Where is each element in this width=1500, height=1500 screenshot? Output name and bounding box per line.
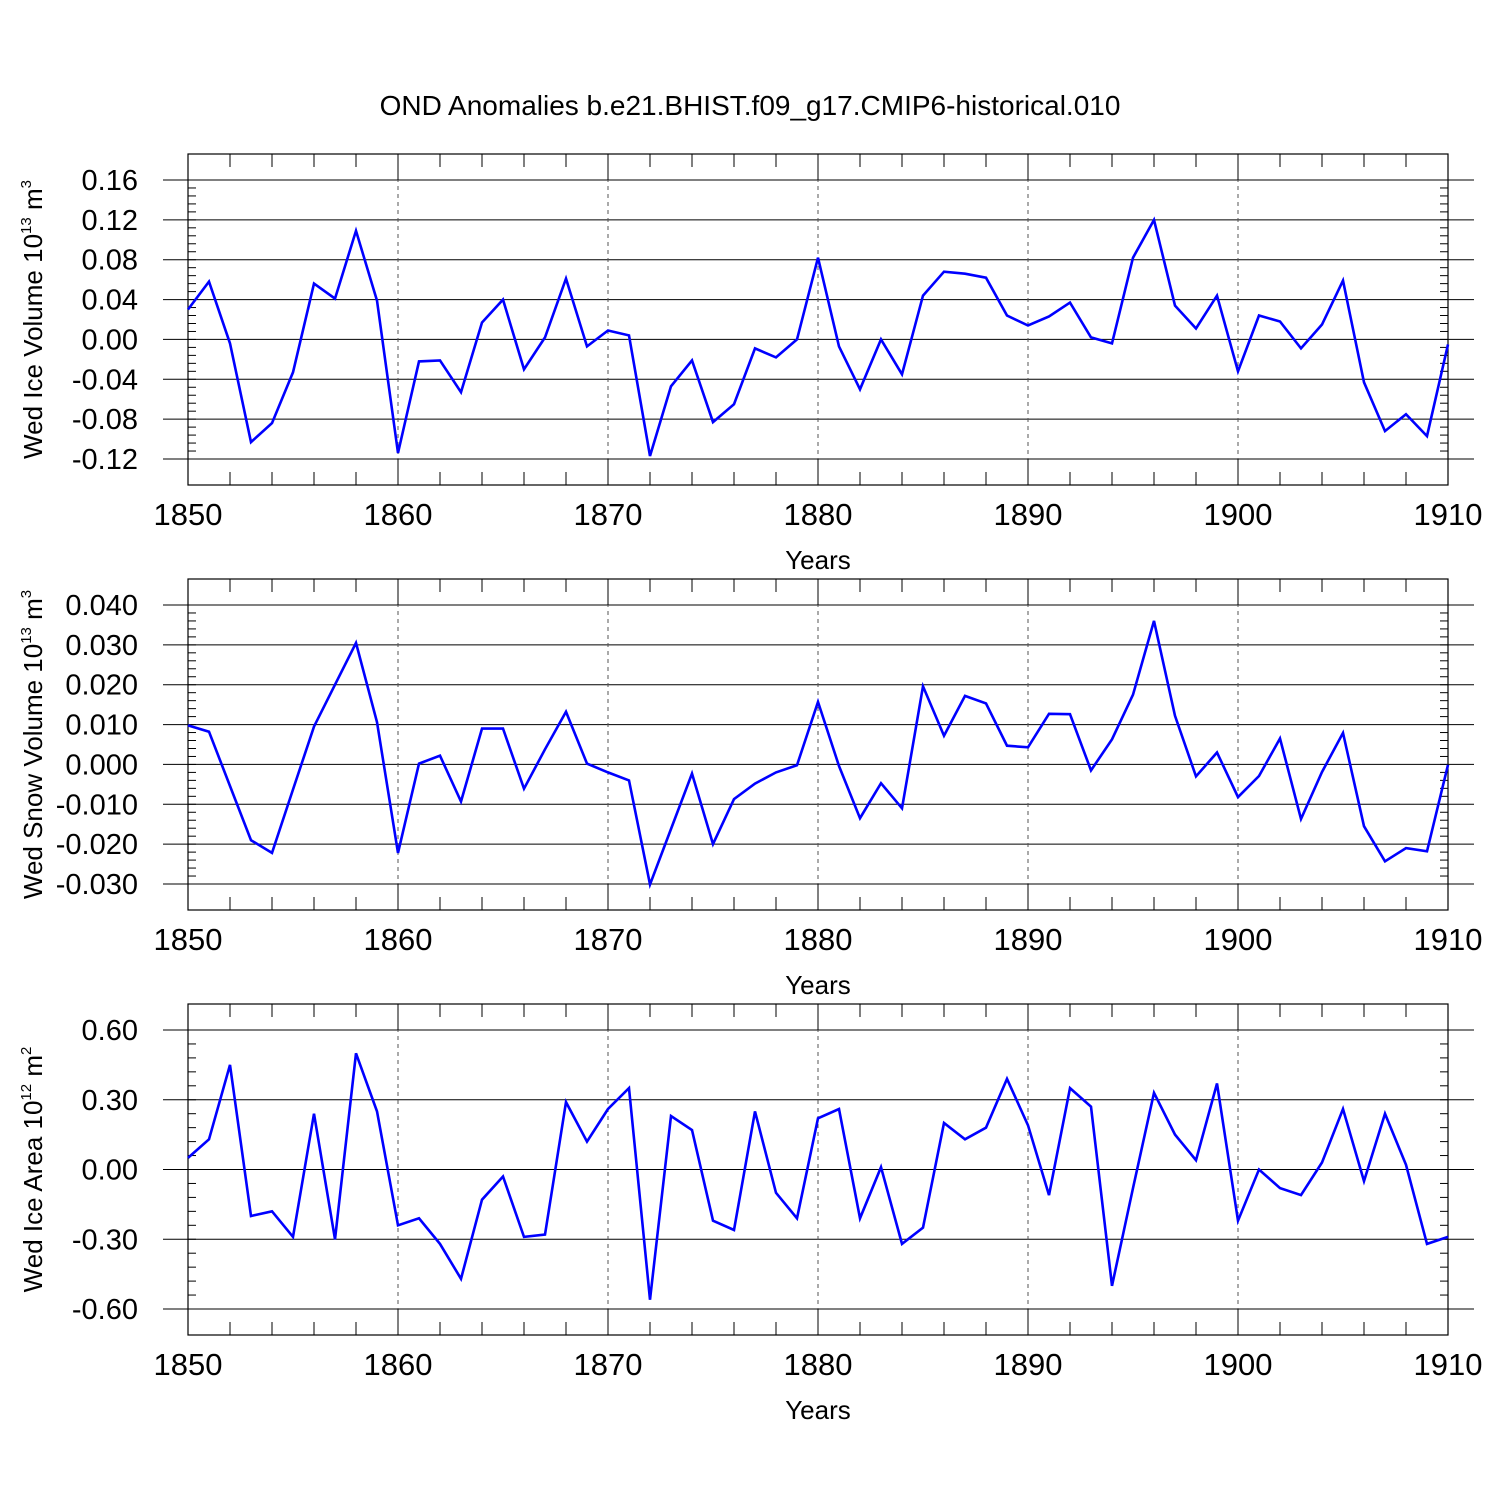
y-tick-label: -0.30 — [72, 1224, 138, 1256]
y-tick-label: 0.08 — [82, 245, 138, 277]
y-tick-label: -0.04 — [72, 364, 138, 396]
y-tick-label: -0.030 — [56, 869, 138, 901]
chart-title: OND Anomalies b.e21.BHIST.f09_g17.CMIP6-… — [380, 90, 1121, 121]
x-tick-label: 1900 — [1204, 1347, 1273, 1382]
y-tick-label: 0.00 — [82, 324, 138, 356]
y-axis-title: Wed Snow Volume 1013 m3 — [18, 590, 48, 899]
y-tick-label: 0.020 — [65, 670, 138, 702]
x-tick-label: 1910 — [1414, 1347, 1483, 1382]
panel-3: -0.60 -0.30 0.00 0.30 0.60 1850 1860 1870 1880 18… — [18, 1003, 1483, 1425]
y-tick-label: -0.60 — [72, 1294, 138, 1326]
x-tick-label: 1890 — [994, 497, 1063, 532]
x-tick-label: 1850 — [154, 1347, 223, 1382]
series-line — [187, 620, 1450, 890]
x-tick-label: 1860 — [364, 922, 433, 957]
x-tick-label: 1890 — [994, 1347, 1063, 1382]
y-tick-label: 0.00 — [82, 1155, 138, 1187]
y-tick-label: 0.010 — [65, 710, 138, 742]
x-axis-title: Years — [785, 1395, 851, 1425]
x-axis-title: Years — [785, 545, 851, 575]
x-tick-label: 1910 — [1414, 497, 1483, 532]
x-axis-title: Years — [785, 970, 851, 1000]
x-tick-label: 1850 — [154, 922, 223, 957]
x-tick-label: 1870 — [574, 922, 643, 957]
x-tick-label: 1870 — [574, 497, 643, 532]
y-tick-label: 0.000 — [65, 749, 138, 781]
x-tick-label: 1900 — [1204, 497, 1273, 532]
panel-2: -0.030 -0.020 -0.010 0.000 0.010 0.020 0.030 0.… — [18, 578, 1483, 1000]
plot-frame — [187, 153, 1449, 486]
y-axis-title: Wed Ice Volume 1013 m3 — [18, 180, 48, 459]
plot-frame — [187, 578, 1449, 911]
y-tick-label: 0.16 — [82, 165, 138, 197]
x-tick-label: 1910 — [1414, 922, 1483, 957]
x-tick-label: 1880 — [784, 497, 853, 532]
y-tick-label: 0.30 — [82, 1085, 138, 1117]
x-tick-label: 1880 — [784, 1347, 853, 1382]
y-tick-label: 0.04 — [82, 285, 138, 317]
y-axis-title: Wed Ice Area 1012 m2 — [18, 1047, 48, 1293]
series-line — [187, 1052, 1449, 1300]
panels: -0.12 -0.08 -0.04 0.00 0.04 0.08 0.12 0.16 1850 1… — [18, 153, 1483, 1425]
x-tick-label: 1900 — [1204, 922, 1273, 957]
x-tick-label: 1880 — [784, 922, 853, 957]
x-tick-label: 1850 — [154, 497, 223, 532]
y-tick-label: -0.12 — [72, 444, 138, 476]
y-tick-label: 0.60 — [82, 1015, 138, 1047]
x-tick-label: 1860 — [364, 1347, 433, 1382]
series-line — [186, 216, 1450, 457]
y-tick-label: 0.12 — [82, 205, 138, 237]
x-tick-label: 1860 — [364, 497, 433, 532]
y-tick-label: -0.010 — [56, 789, 138, 821]
panel-1: -0.12 -0.08 -0.04 0.00 0.04 0.08 0.12 0.16 1850 1… — [18, 153, 1483, 575]
y-tick-label: 0.040 — [65, 590, 138, 622]
x-tick-label: 1870 — [574, 1347, 643, 1382]
x-tick-label: 1890 — [994, 922, 1063, 957]
y-tick-label: 0.030 — [65, 630, 138, 662]
y-tick-label: -0.08 — [72, 404, 138, 436]
y-tick-label: -0.020 — [56, 829, 138, 861]
plot-frame — [187, 1003, 1449, 1336]
